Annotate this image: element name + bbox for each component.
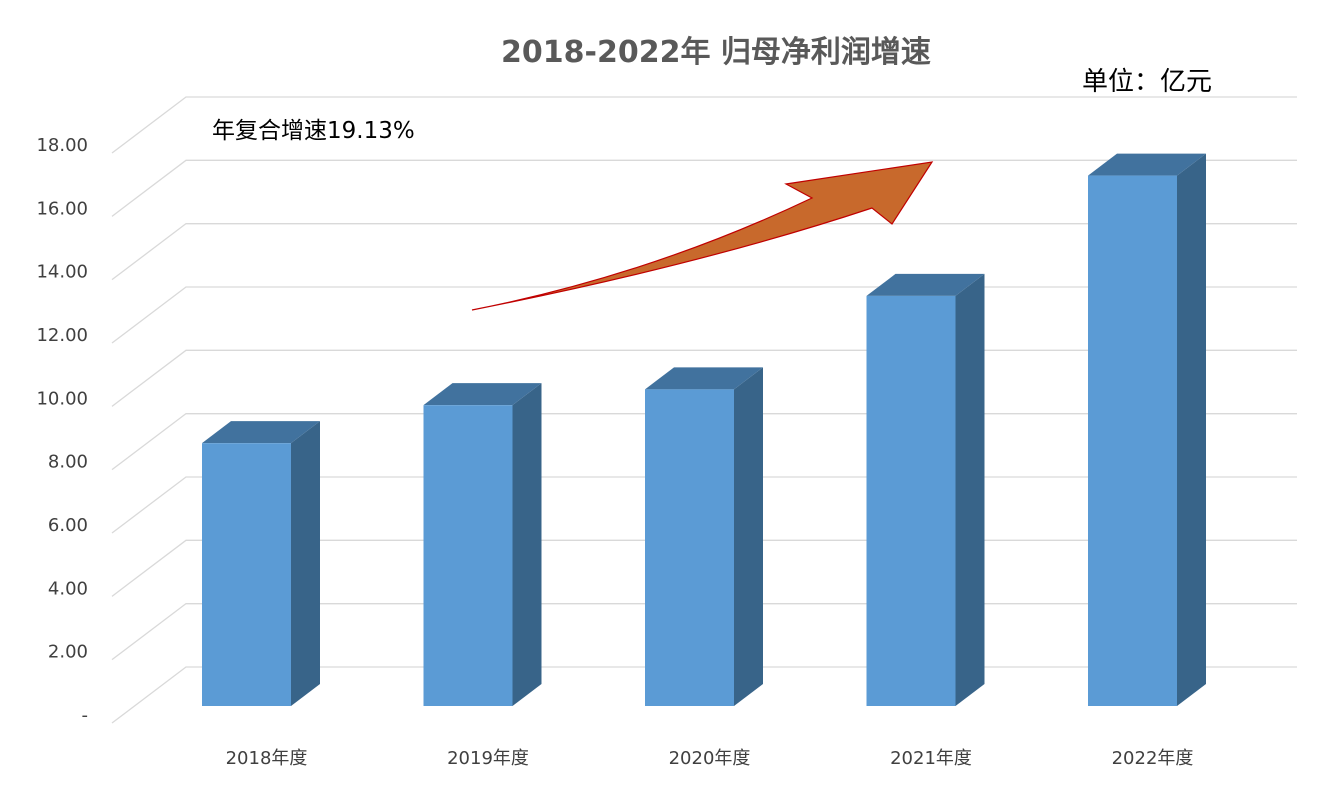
unit-label: 单位：亿元 [1082,67,1212,97]
y-tick-label: 6.00 [48,515,88,536]
y-tick-label: - [82,705,89,726]
bar-side [1177,153,1206,707]
gridline [111,223,1297,281]
y-axis-ticks: - 2.00 4.00 6.00 8.00 10.00 12.00 14.00 16.00 18.… [36,135,88,726]
x-tick-label: 2022年度 [1112,748,1194,769]
x-tick-label: 2020年度 [669,748,751,769]
bar-front [423,405,513,706]
bars [202,153,1206,707]
bar-top [866,273,985,296]
x-tick-label: 2019年度 [447,748,529,769]
bar-top [202,421,320,444]
bar-side [734,367,763,706]
bar-front [645,389,734,706]
y-tick-label: 14.00 [36,262,88,283]
growth-arrow [471,161,934,311]
x-tick-label: 2018年度 [226,748,308,769]
gridline [111,96,1297,154]
bar [645,367,763,706]
gridlines [111,96,1297,724]
bar-side [512,383,542,706]
chart-title: 2018-2022年 归母净利润增速 [501,35,931,70]
bar-top [645,367,763,390]
bar-top [1088,153,1206,176]
bar [202,421,320,706]
bar [866,273,985,706]
y-tick-label: 2.00 [48,642,88,663]
bar-side [955,273,985,706]
bar [1088,153,1206,707]
bar [423,383,542,706]
bar-top [423,383,542,406]
y-tick-label: 10.00 [36,388,88,409]
x-axis-ticks: 2018年度 2019年度 2020年度 2021年度 2022年度 [226,748,1194,769]
y-tick-label: 8.00 [48,452,88,473]
bar-side [291,421,320,706]
x-tick-label: 2021年度 [890,748,972,769]
cagr-annotation: 年复合增速19.13% [212,118,415,144]
bar-front [1088,175,1177,707]
gridline [111,159,1297,217]
bar-front [866,295,956,706]
bar-front [202,443,291,706]
y-tick-label: 18.00 [36,135,88,156]
y-tick-label: 4.00 [48,578,88,599]
y-tick-label: 16.00 [36,198,88,219]
y-tick-label: 12.00 [36,325,88,346]
